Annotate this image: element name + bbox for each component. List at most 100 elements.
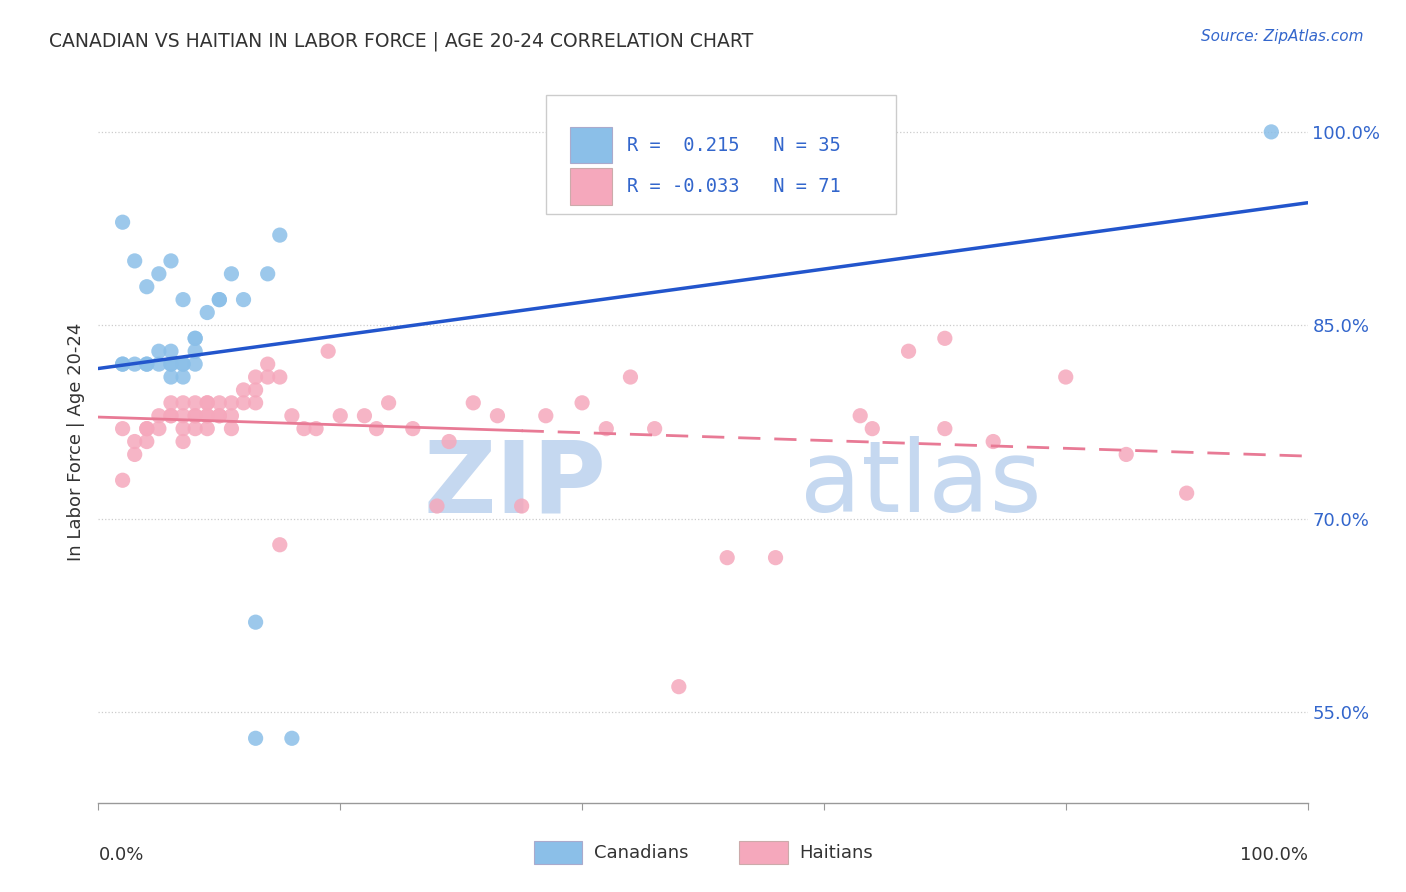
Point: [195, 396, 218, 410]
Point: [377, 396, 399, 410]
Point: [172, 357, 194, 371]
Point: [668, 680, 690, 694]
Point: [124, 357, 146, 371]
Point: [221, 422, 243, 436]
Point: [934, 331, 956, 345]
Point: [172, 434, 194, 449]
Point: [208, 396, 231, 410]
Point: [765, 550, 787, 565]
Point: [269, 538, 291, 552]
Bar: [569, 169, 613, 204]
Point: [148, 422, 170, 436]
Text: R =  0.215   N = 35: R = 0.215 N = 35: [627, 136, 841, 155]
Point: [256, 357, 278, 371]
Point: [716, 550, 738, 565]
Point: [148, 357, 170, 371]
Point: [111, 215, 134, 229]
Point: [135, 279, 157, 293]
Point: [256, 267, 278, 281]
Point: [281, 409, 304, 423]
Point: [148, 409, 170, 423]
Text: Haitians: Haitians: [800, 844, 873, 862]
Point: [1175, 486, 1198, 500]
Point: [221, 267, 243, 281]
Text: 100.0%: 100.0%: [1240, 847, 1308, 864]
Point: [426, 499, 449, 513]
Point: [486, 409, 509, 423]
Text: ZIP: ZIP: [423, 436, 606, 533]
Point: [195, 422, 218, 436]
Point: [463, 396, 485, 410]
Point: [124, 253, 146, 268]
Point: [221, 409, 243, 423]
Point: [111, 422, 134, 436]
Point: [111, 473, 134, 487]
Point: [172, 396, 194, 410]
Point: [437, 434, 460, 449]
Point: [269, 370, 291, 384]
Point: [172, 293, 194, 307]
Point: [184, 396, 207, 410]
Point: [221, 396, 243, 410]
Point: [160, 357, 183, 371]
Point: [534, 409, 557, 423]
Point: [208, 293, 231, 307]
Point: [184, 357, 207, 371]
Point: [329, 409, 352, 423]
Point: [208, 409, 231, 423]
Text: atlas: atlas: [800, 436, 1042, 533]
Point: [172, 422, 194, 436]
Point: [1054, 370, 1077, 384]
Point: [160, 396, 183, 410]
Point: [111, 357, 134, 371]
Point: [124, 434, 146, 449]
Point: [934, 422, 956, 436]
Point: [172, 409, 194, 423]
Point: [111, 357, 134, 371]
Point: [245, 370, 267, 384]
Point: [860, 422, 883, 436]
Point: [245, 396, 267, 410]
Point: [245, 731, 267, 746]
Point: [195, 409, 218, 423]
Bar: [740, 841, 787, 864]
Point: [184, 409, 207, 423]
Point: [195, 305, 218, 319]
Point: [281, 731, 304, 746]
Text: 0.0%: 0.0%: [98, 847, 143, 864]
Point: [292, 422, 315, 436]
Point: [510, 499, 533, 513]
Point: [172, 370, 194, 384]
Text: Source: ZipAtlas.com: Source: ZipAtlas.com: [1201, 29, 1364, 44]
Text: Canadians: Canadians: [595, 844, 689, 862]
Text: R = -0.033   N = 71: R = -0.033 N = 71: [627, 177, 841, 196]
Point: [305, 422, 328, 436]
Point: [849, 409, 872, 423]
Point: [184, 331, 207, 345]
Point: [208, 409, 231, 423]
Point: [148, 267, 170, 281]
Point: [160, 409, 183, 423]
Point: [135, 422, 157, 436]
Point: [595, 422, 617, 436]
Point: [245, 615, 267, 630]
Point: [184, 331, 207, 345]
FancyBboxPatch shape: [546, 95, 897, 214]
Point: [160, 409, 183, 423]
Point: [402, 422, 425, 436]
Point: [195, 409, 218, 423]
Y-axis label: In Labor Force | Age 20-24: In Labor Force | Age 20-24: [66, 322, 84, 561]
Point: [897, 344, 920, 359]
Point: [245, 383, 267, 397]
Point: [619, 370, 641, 384]
Point: [232, 383, 254, 397]
Point: [571, 396, 593, 410]
Point: [195, 396, 218, 410]
Point: [124, 447, 146, 461]
Point: [160, 253, 183, 268]
Point: [135, 434, 157, 449]
Point: [184, 344, 207, 359]
Point: [256, 370, 278, 384]
Point: [366, 422, 388, 436]
Point: [135, 357, 157, 371]
